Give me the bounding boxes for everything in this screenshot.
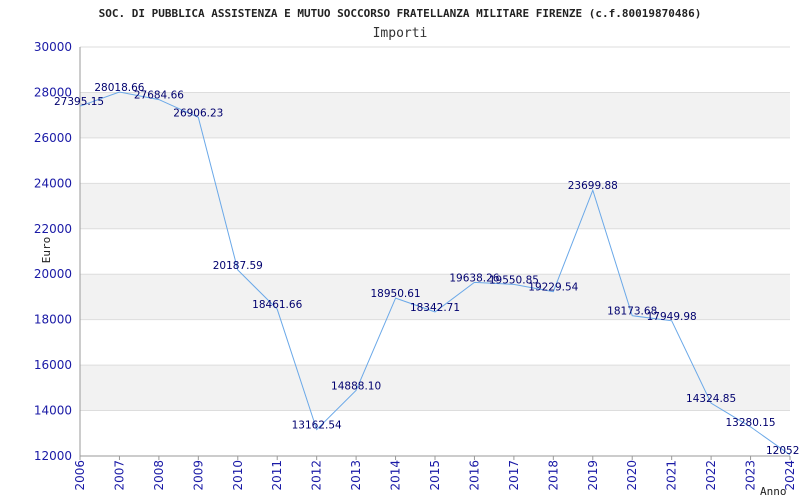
y-axis-label: Euro [40,237,53,264]
data-label: 18342.71 [410,302,460,314]
x-tick-label: 2022 [704,460,718,491]
plot-band [80,183,790,229]
y-tick-label: 14000 [34,404,72,418]
x-tick-label: 2019 [586,460,600,491]
data-label: 19550.85 [489,274,539,286]
x-tick-label: 2023 [744,460,758,491]
data-label: 28018.66 [94,82,144,94]
y-tick-label: 28000 [34,85,72,99]
chart-subtitle: Importi [373,26,428,41]
data-label: 20187.59 [213,260,263,272]
x-tick-label: 2007 [112,460,126,491]
data-label: 13162.54 [292,420,342,432]
y-tick-label: 12000 [34,449,72,463]
x-tick-label: 2020 [625,460,639,491]
y-tick-label: 26000 [34,131,72,145]
x-axis-label: Anno [760,485,787,498]
y-tick-label: 18000 [34,313,72,327]
data-label: 18950.61 [371,288,421,300]
x-tick-labels: 2006 2007 2008 2009 2010 2011 2012 2013 2014 2015… [73,460,797,491]
data-label: 17949.98 [647,311,697,323]
x-tick-label: 2015 [428,460,442,491]
chart-title: SOC. DI PUBBLICA ASSISTENZA E MUTUO SOCC… [99,7,702,20]
x-tick-label: 2017 [507,460,521,491]
data-label: 19638.26 [449,272,499,284]
plot-band [80,92,790,138]
data-label: 19229.54 [528,282,578,294]
x-tick-label: 2018 [546,460,560,491]
y-tick-label: 16000 [34,358,72,372]
x-tick-label: 2024 [783,460,797,491]
plot-bands [80,92,790,411]
data-label: 26906.23 [173,107,223,119]
y-tick-labels: 12000 14000 16000 18000 20000 22000 24000 26000… [34,40,72,463]
series-line-group [79,91,791,456]
data-label: 23699.88 [568,180,618,192]
series-line [79,91,791,456]
x-tick-label: 2008 [152,460,166,491]
x-tick-label: 2021 [665,460,679,491]
plot-band [80,365,790,411]
y-tick-label: 24000 [34,176,72,190]
data-label: 27395.15 [54,96,104,108]
y-tick-label: 22000 [34,222,72,236]
x-tick-label: 2011 [270,460,284,491]
grid-lines [80,46,790,457]
y-tick-label: 30000 [34,40,72,54]
x-tick-label: 2013 [349,460,363,491]
data-label: 27684.66 [134,90,184,102]
data-label: 18461.66 [252,299,302,311]
x-tick-label: 2016 [467,460,481,491]
x-tick-label: 2012 [310,460,324,491]
x-tick-label: 2006 [73,460,87,491]
data-label: 14324.85 [686,393,736,405]
x-tick-label: 2010 [231,460,245,491]
x-tick-label: 2009 [191,460,205,491]
data-label: 13280.15 [726,417,776,429]
data-label: 12052.4 [766,445,800,457]
y-tick-label: 20000 [34,267,72,281]
x-tick-label: 2014 [389,460,403,491]
data-label: 18173.68 [607,306,657,318]
axes [79,47,791,460]
data-label: 14888.10 [331,380,381,392]
